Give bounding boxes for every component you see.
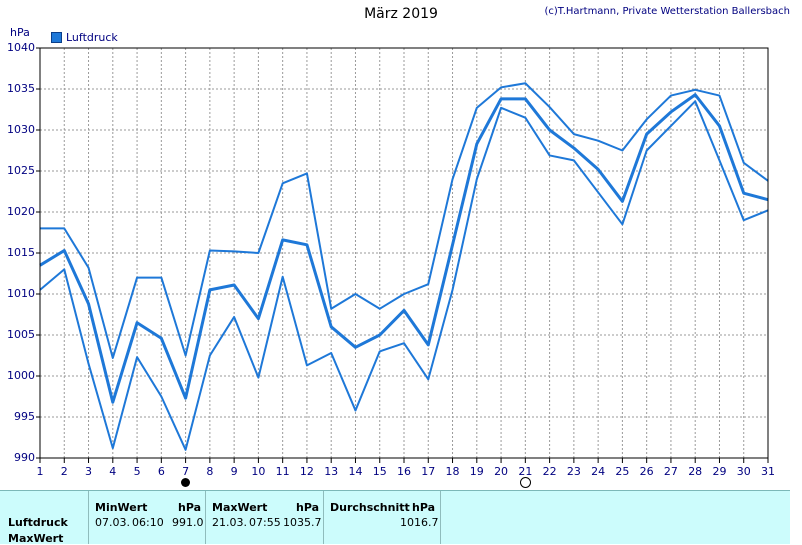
series-lines [39,82,769,451]
x-tick-label: 2 [60,465,68,478]
table-divider [440,491,441,544]
x-tick-label: 3 [85,465,93,478]
min-value: 991.0 [172,516,204,529]
y-tick-label: 1025 [7,164,35,177]
axis-ticks [36,47,769,463]
max-header: MaxWert [212,501,268,514]
chart-title: März 2019 [364,6,438,22]
min-unit-header: hPa [178,501,202,514]
table-divider [88,491,89,544]
x-tick-label: 15 [372,465,387,478]
x-tick-label: 17 [421,465,436,478]
y-tick-label: 1010 [7,287,35,300]
x-tick-label: 8 [206,465,214,478]
series-line-min [39,100,769,451]
x-tick-label: 4 [109,465,117,478]
x-tick-label: 29 [712,465,727,478]
y-tick-label: 990 [14,451,35,464]
y-tick-label: 1000 [7,369,35,382]
max-marker-icon [520,477,532,488]
x-tick-label: 16 [397,465,411,478]
y-tick-label: 1015 [7,246,35,259]
x-tick-label: 24 [591,465,606,478]
legend[interactable]: Luftdruck [51,31,118,44]
y-tick-label: 1020 [7,205,35,218]
chart-plot [36,47,769,463]
x-tick-label: 10 [251,465,266,478]
copyright-text: (c)T.Hartmann, Private Wetterstation Bal… [544,6,790,17]
x-tick-label: 11 [275,465,290,478]
max-date: 21.03. [212,516,247,529]
table-divider [205,491,206,544]
x-tick-label: 21 [518,465,533,478]
min-header: MinWert [95,501,148,514]
x-tick-label: 28 [688,465,703,478]
x-tick-label: 12 [299,465,314,478]
x-tick-label: 6 [157,465,165,478]
summary-table: Luftdruck MaxWert MinWert hPa 07.03. 06:… [0,490,790,545]
x-tick-label: 23 [566,465,581,478]
x-tick-label: 30 [736,465,751,478]
x-tick-label: 13 [324,465,339,478]
x-tick-label: 9 [230,465,238,478]
min-marker-icon [180,478,190,487]
x-tick-label: 26 [639,465,654,478]
table-divider [323,491,324,544]
legend-label: Luftdruck [66,31,118,44]
y-tick-label: 1040 [7,41,35,54]
max-value: 1035.7 [283,516,322,529]
x-tick-label: 31 [761,465,775,478]
y-tick-label: 1030 [7,123,35,136]
legend-swatch-icon [51,32,62,43]
x-tick-label: 20 [494,465,509,478]
max-unit-header: hPa [296,501,320,514]
x-tick-label: 19 [469,465,484,478]
grid-lines [39,47,769,459]
avg-unit-header: hPa [412,501,436,514]
x-tick-label: 7 [182,465,190,478]
min-time: 06:10 [132,516,164,529]
min-date: 07.03. [95,516,130,529]
max-time: 07:55 [249,516,281,529]
x-tick-label: 18 [445,465,460,478]
series-line-avg [39,93,769,404]
x-tick-label: 1 [36,465,44,478]
y-tick-label: 1035 [7,82,35,95]
x-tick-label: 22 [542,465,557,478]
y-tick-label: 995 [14,410,35,423]
avg-value: 1016.7 [400,516,439,529]
y-tick-label: 1005 [7,328,35,341]
avg-header: Durchschnitt [330,501,410,514]
x-tick-label: 25 [615,465,630,478]
row-label-maxwert: MaxWert [8,532,64,545]
y-axis-unit-label: hPa [10,26,30,39]
row-label-luftdruck: Luftdruck [8,516,68,529]
x-tick-label: 27 [663,465,678,478]
x-tick-label: 14 [348,465,363,478]
x-tick-label: 5 [133,465,141,478]
series-line-max [40,82,769,359]
